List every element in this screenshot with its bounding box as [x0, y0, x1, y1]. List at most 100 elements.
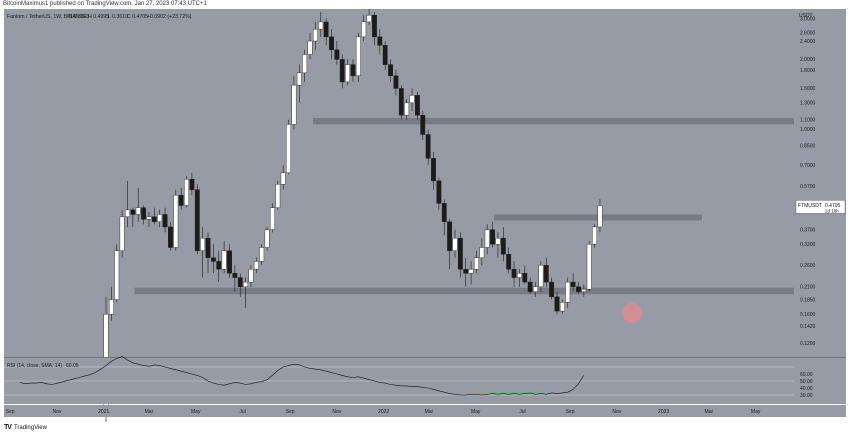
candle-body — [162, 214, 168, 228]
candle-body — [318, 21, 324, 30]
candle-body — [533, 286, 538, 292]
candle-body — [146, 216, 152, 220]
candle-body — [345, 64, 351, 83]
candle-body — [296, 72, 302, 86]
time-axis-ticks: Sep Nov 2021 Mar May Jul Sep Nov 2022 Mar May Jul Se… — [6, 409, 761, 415]
rsi-tick-label: 60.00 — [800, 372, 813, 378]
price-tick-label: 1.3000 — [800, 101, 816, 107]
candle-body — [468, 268, 474, 274]
time-tick-label: Sep — [6, 409, 15, 415]
time-tick-label: 2023 — [658, 409, 669, 415]
time-tick-label: May — [471, 409, 481, 415]
candle-body — [581, 289, 587, 292]
candle-body — [312, 28, 318, 42]
price-tick-label: 0.8500 — [800, 144, 816, 150]
zone-band — [134, 287, 794, 295]
candle-body — [264, 229, 270, 248]
price-tick-label: 0.1420 — [800, 324, 816, 330]
time-tick-label: Sep — [566, 409, 575, 415]
candle-body — [108, 299, 114, 315]
publish-header: BitcoinMaximus1 published on TradingView… — [3, 1, 207, 7]
price-tick-label: 1.1000 — [800, 118, 816, 124]
candle-body — [141, 207, 146, 220]
candle-body — [452, 237, 458, 251]
ohlc-open: O 0.3803 — [68, 14, 89, 20]
rsi-title: RSI (14, close, SMA, 14) — [7, 363, 62, 369]
candle-body — [457, 237, 463, 270]
candle-body — [527, 281, 533, 292]
candle-body — [178, 195, 184, 206]
tradingview-logo-icon: TV — [4, 424, 12, 431]
candle-body — [355, 36, 361, 77]
candle-body — [382, 45, 388, 65]
price-tick-label: 0.2100 — [800, 285, 816, 291]
currency-label: USDT — [799, 13, 813, 19]
candle-body — [495, 237, 501, 245]
time-tick-label: Mar — [705, 409, 714, 415]
candle-body — [157, 214, 163, 222]
ohlc-high: H 0.4995 — [88, 14, 109, 20]
candle-body — [436, 180, 442, 204]
price-tick-label: 0.1600 — [800, 312, 816, 318]
price-tick-label: 0.3200 — [800, 242, 816, 248]
last-price-box — [795, 200, 846, 214]
price-tick-label: 0.2600 — [800, 263, 816, 269]
time-tick-label: Mar — [425, 409, 434, 415]
candle-body — [415, 95, 420, 116]
candle-body — [194, 189, 200, 251]
candle-body — [151, 216, 157, 222]
candle-body — [200, 237, 206, 251]
time-tick-label: Nov — [612, 409, 621, 415]
candle-body — [490, 229, 495, 245]
candle-body — [393, 75, 399, 89]
candle-body — [125, 209, 130, 218]
candle-body — [135, 207, 141, 215]
candle-body — [329, 36, 334, 50]
candle-body — [549, 281, 555, 298]
price-tick-label: 0.3700 — [800, 227, 816, 233]
candle-body — [248, 268, 254, 283]
rsi-tick-label: 30.00 — [800, 393, 813, 399]
price-tick-label: 1.5000 — [800, 86, 816, 92]
candle-body — [500, 237, 506, 255]
time-tick-label: 2021 — [98, 409, 109, 415]
candle-body — [307, 40, 313, 55]
candle-body — [522, 273, 528, 283]
price-tick-label: 2.0000 — [800, 57, 816, 63]
candle-body — [130, 209, 136, 215]
candle-body — [425, 134, 431, 159]
candle-body — [270, 207, 275, 230]
candle-body — [210, 257, 216, 262]
time-axis — [4, 405, 846, 417]
ohlc-close: C 0.4705 — [127, 14, 148, 20]
candle-body — [253, 261, 259, 270]
candle-body — [184, 178, 189, 206]
chart-title: Fantom / TetherUS, 1W, BINANCE — [7, 14, 87, 20]
highlight-circle — [622, 302, 643, 323]
time-tick-label: Sep — [286, 409, 295, 415]
ohlc-low: L 0.3610 — [108, 14, 128, 20]
price-tick-label: 2.6000 — [800, 31, 816, 37]
candle-body — [420, 115, 426, 135]
rsi-axis — [794, 358, 846, 404]
time-tick-label: 2022 — [378, 409, 389, 415]
candle-body — [323, 21, 329, 38]
rsi-tick-label: 40.00 — [800, 386, 813, 392]
candle-body — [216, 261, 222, 270]
candle-body — [377, 36, 383, 46]
candle-body — [517, 273, 522, 278]
candle-body — [447, 221, 453, 251]
candle-body — [559, 302, 565, 312]
price-axis — [794, 9, 846, 357]
candle-body — [404, 102, 410, 116]
price-tick-label: 3.0000 — [800, 16, 816, 22]
candle-body — [280, 172, 286, 185]
candle-body — [398, 88, 404, 116]
candle-body — [441, 203, 447, 222]
tradingview-brand[interactable]: TV TradingView — [4, 424, 47, 431]
time-tick-label: Mar — [145, 409, 154, 415]
candle-body — [259, 247, 265, 262]
candle-body — [388, 64, 393, 77]
